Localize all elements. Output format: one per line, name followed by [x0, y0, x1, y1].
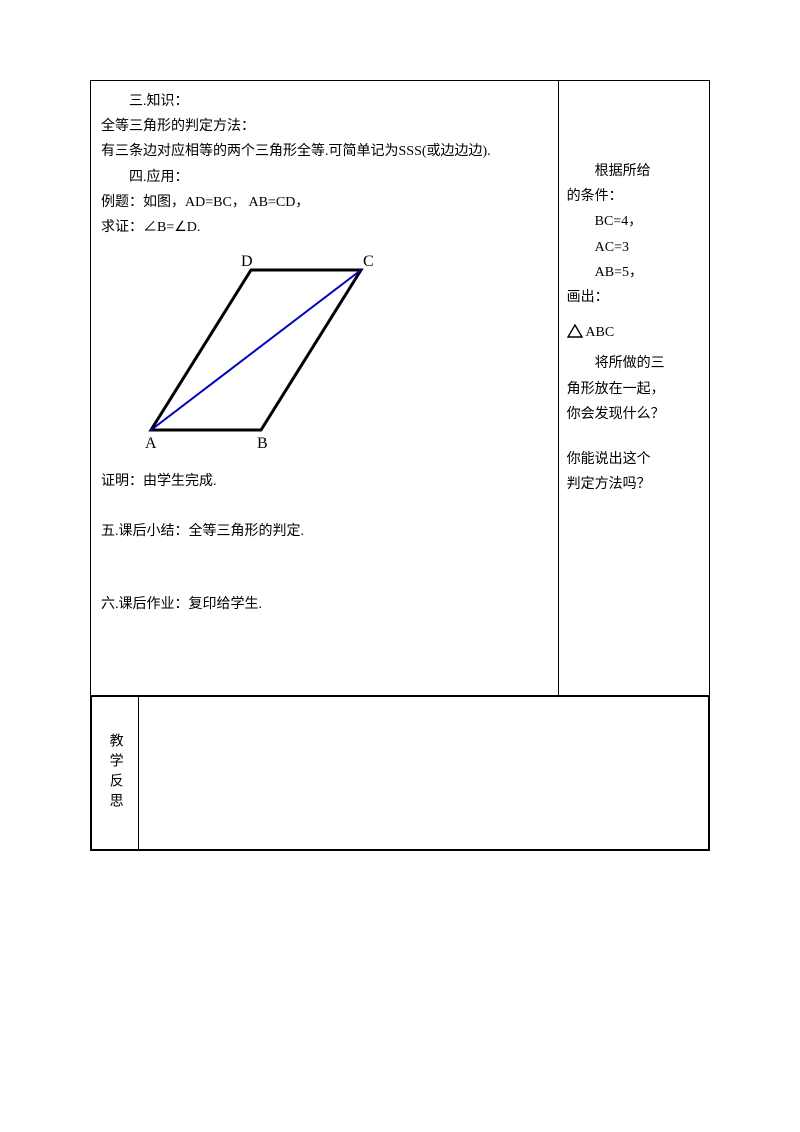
lesson-table: 三.知识： 全等三角形的判定方法： 有三条边对应相等的两个三角形全等.可简单记为… — [90, 80, 710, 851]
example-line-2: 求证：∠B=∠D. — [101, 215, 548, 240]
side-line-6: 画出： — [567, 285, 701, 310]
reflection-body-cell — [139, 696, 709, 849]
side-line-11: 你能说出这个 — [567, 447, 701, 472]
triangle-icon — [567, 324, 583, 338]
side-line-5: AB=5， — [567, 260, 701, 285]
diagonal-ac — [151, 270, 361, 430]
example-line-1: 例题：如图，AD=BC， AB=CD， — [101, 190, 548, 215]
section-4-title: 四.应用： — [101, 165, 548, 190]
side-line-7: ABC — [567, 320, 701, 345]
section-3-title: 三.知识： — [101, 89, 548, 114]
proof-line: 证明：由学生完成. — [101, 469, 548, 494]
side-line-1: 根据所给 — [567, 159, 701, 184]
reflection-label-cell: 教学反思 — [92, 696, 139, 849]
side-line-10: 你会发现什么？ — [567, 402, 701, 427]
vertex-label-c: C — [363, 253, 374, 270]
vertex-label-b: B — [257, 435, 268, 450]
side-line-3: BC=4， — [567, 209, 701, 234]
side-line-9: 角形放在一起， — [567, 377, 701, 402]
side-line-2: 的条件： — [567, 184, 701, 209]
side-line-8: 将所做的三 — [567, 351, 701, 376]
triangle-abc-label: ABC — [585, 325, 614, 340]
side-line-12: 判定方法吗？ — [567, 472, 701, 497]
section-5: 五.课后小结：全等三角形的判定. — [101, 519, 548, 544]
knowledge-line-1: 全等三角形的判定方法： — [101, 114, 548, 139]
section-6: 六.课后作业：复印给学生. — [101, 592, 548, 617]
knowledge-line-2: 有三条边对应相等的两个三角形全等.可简单记为SSS(或边边边). — [101, 139, 548, 164]
main-content-cell: 三.知识： 全等三角形的判定方法： 有三条边对应相等的两个三角形全等.可简单记为… — [91, 81, 559, 696]
vertex-label-a: A — [145, 435, 157, 450]
parallelogram-diagram: A B C D — [131, 250, 548, 459]
vertex-label-d: D — [241, 253, 253, 270]
side-notes-cell: 根据所给 的条件： BC=4， AC=3 AB=5， 画出： ABC 将所做的三… — [558, 81, 709, 696]
reflection-label: 教学反思 — [102, 733, 127, 813]
side-line-4: AC=3 — [567, 235, 701, 260]
